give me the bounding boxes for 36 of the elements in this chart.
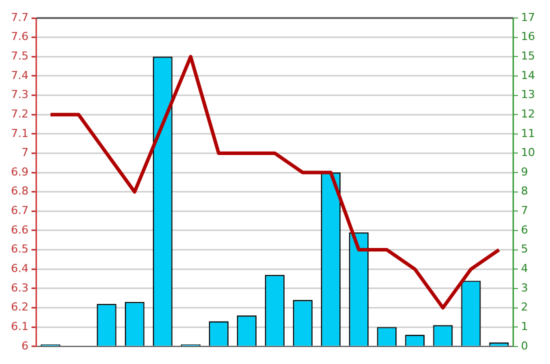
y-tick-label: 6.9 [10,165,28,178]
y2-tick-label: 10 [521,146,536,160]
y-tick-label: 6 [21,339,28,352]
y-tick-label: 7.6 [10,30,28,44]
y-tick-label: 6.6 [10,223,28,236]
y2-tick-label: 7 [521,204,528,218]
y-tick-label: 6.2 [10,300,28,314]
y-tick-label: 6.5 [10,242,28,256]
y-tick-label: 7.2 [10,107,28,120]
y-tick-label: 6.3 [10,281,28,294]
y2-tick-label: 12 [521,107,536,120]
y-tick-label: 7.1 [10,126,28,140]
y-tick-label: 6.8 [10,184,28,198]
y2-tick-label: 8 [521,184,528,198]
y2-tick-label: 6 [521,223,528,236]
y2-tick-label: 4 [521,262,528,275]
y2-tick-label: 11 [521,126,536,140]
y2-tick-label: 16 [521,30,536,44]
y2-tick-label: 17 [521,10,536,24]
y-tick-label: 7.3 [10,88,28,102]
y2-tick-label: 14 [521,68,536,82]
y-tick-label: 7 [21,146,28,160]
y-tick-label: 6.4 [10,262,28,275]
y2-tick-label: 1 [521,320,528,333]
y2-tick-label: 5 [521,242,528,256]
y-tick-label: 7.5 [10,49,28,62]
y-tick-label: 6.1 [10,320,28,333]
y-tick-label: 7.4 [10,68,28,82]
y-tick-label: 7.7 [10,10,28,24]
y2-tick-label: 9 [521,165,528,178]
y2-tick-label: 0 [521,339,528,352]
y-tick-label: 6.7 [10,204,28,218]
y2-tick-label: 15 [521,49,536,62]
y2-tick-label: 3 [521,281,528,294]
y2-tick-label: 13 [521,88,536,102]
y2-tick-label: 2 [521,300,528,314]
